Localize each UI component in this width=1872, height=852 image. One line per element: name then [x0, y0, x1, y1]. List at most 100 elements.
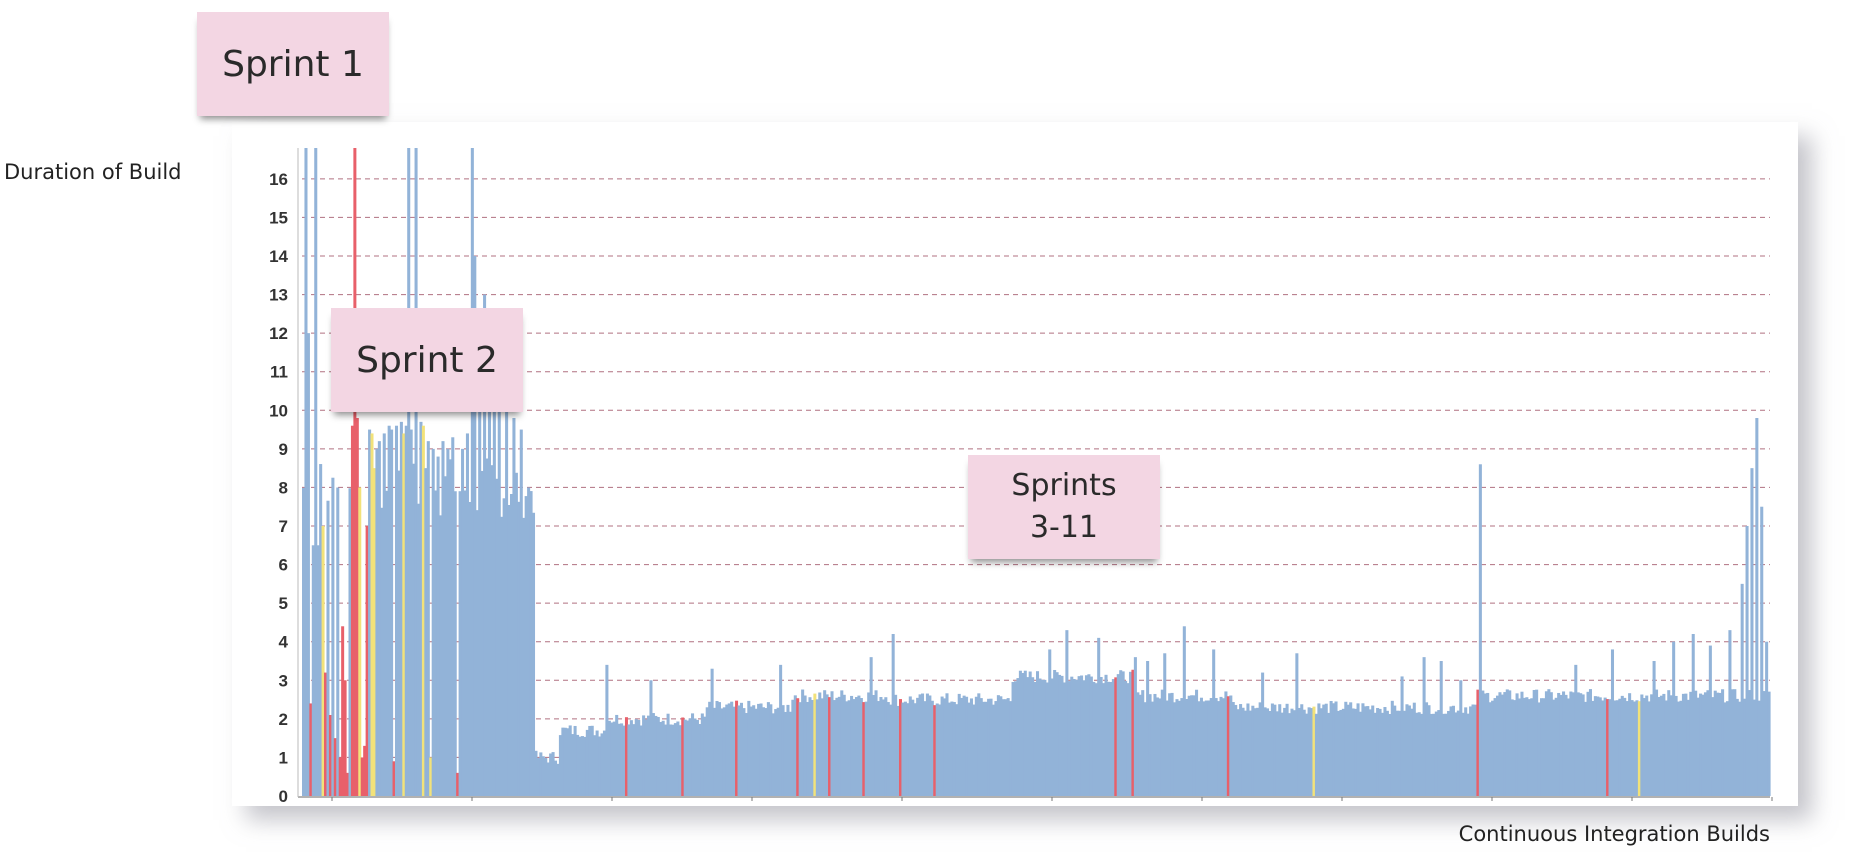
build-bar — [1040, 679, 1044, 796]
build-bar — [1581, 694, 1585, 796]
build-bar — [1417, 712, 1421, 796]
build-bar — [404, 425, 408, 796]
build-bar — [984, 701, 988, 796]
build-bar — [1630, 700, 1634, 796]
build-bar — [588, 725, 592, 796]
build-bar — [1175, 699, 1179, 796]
build-bar — [348, 488, 352, 796]
build-bar — [1427, 705, 1431, 796]
build-bar — [1207, 700, 1211, 796]
build-bar — [1677, 701, 1681, 796]
build-bar — [1388, 713, 1392, 796]
build-bar — [820, 698, 824, 796]
build-bar — [1241, 707, 1245, 796]
build-bar — [1415, 712, 1419, 796]
build-bar — [1735, 698, 1739, 796]
build-bar — [974, 696, 978, 796]
build-bar — [1451, 705, 1455, 796]
build-bar — [1508, 690, 1512, 796]
build-bar — [602, 730, 606, 796]
build-bar — [886, 702, 890, 796]
build-bar — [527, 487, 531, 796]
build-bar — [1606, 699, 1610, 796]
build-bar — [852, 699, 856, 796]
build-bar — [722, 707, 726, 796]
build-bar — [876, 701, 881, 796]
build-bar — [1429, 713, 1433, 796]
build-bar — [933, 705, 937, 796]
build-bar — [1038, 678, 1042, 796]
build-bar — [1226, 696, 1230, 796]
build-bar — [1640, 694, 1644, 796]
build-bar — [1703, 692, 1707, 796]
build-bar — [764, 708, 768, 796]
y-tick-label: 13 — [269, 286, 288, 305]
build-bar — [1209, 698, 1213, 796]
sprints-3-11-note: Sprints 3-11 — [968, 455, 1160, 559]
build-bar — [691, 713, 695, 796]
build-bar — [842, 694, 846, 796]
build-bar — [358, 487, 362, 796]
build-bar — [744, 713, 748, 796]
build-bar — [1412, 702, 1416, 796]
build-bar — [483, 294, 487, 796]
build-bar — [580, 736, 584, 796]
build-bar — [786, 704, 790, 796]
build-bar — [434, 490, 438, 796]
build-bar — [372, 468, 376, 796]
build-bar — [1655, 689, 1659, 796]
build-bar — [1635, 700, 1639, 796]
build-bar — [732, 706, 736, 796]
build-bar — [1596, 696, 1600, 796]
build-bar — [333, 738, 337, 796]
build-bar — [1500, 694, 1504, 796]
build-bar — [1072, 679, 1076, 796]
build-bar — [903, 701, 907, 796]
build-bar — [1297, 707, 1301, 796]
build-bar — [627, 724, 631, 796]
build-bar — [1373, 712, 1377, 796]
build-bar — [889, 704, 893, 796]
build-bar — [1236, 709, 1240, 796]
build-bar — [938, 704, 942, 796]
build-bar — [859, 698, 863, 796]
build-bar — [1689, 691, 1693, 796]
y-tick-label: 15 — [269, 208, 288, 227]
build-bar — [1197, 701, 1201, 796]
build-bar — [803, 695, 807, 796]
build-bar — [1684, 693, 1688, 796]
build-bar — [1728, 630, 1732, 796]
build-bar — [796, 698, 800, 796]
build-bar — [551, 752, 555, 796]
y-tick-label: 2 — [279, 710, 288, 729]
build-bar — [316, 545, 320, 796]
build-bar — [598, 736, 602, 796]
build-bar — [678, 725, 682, 796]
build-bar — [1380, 712, 1385, 796]
build-bar — [1525, 697, 1529, 796]
build-bar — [1439, 661, 1443, 796]
build-bar — [730, 701, 734, 796]
y-tick-label: 9 — [279, 440, 288, 459]
build-bar — [1128, 671, 1133, 796]
build-bar — [1173, 702, 1177, 796]
build-bar — [1554, 697, 1558, 796]
build-bar — [1694, 690, 1698, 796]
build-bar — [1498, 692, 1502, 796]
build-bar — [1473, 704, 1477, 796]
build-bar — [867, 692, 871, 796]
build-bar — [1713, 690, 1717, 796]
build-bar — [341, 626, 345, 796]
build-bar — [1121, 671, 1125, 796]
build-bar — [1740, 583, 1744, 796]
build-bar — [465, 433, 469, 796]
build-bar — [1302, 709, 1306, 796]
build-bar — [1170, 692, 1174, 796]
build-bar — [906, 703, 910, 796]
build-bar — [500, 516, 504, 796]
build-bar — [715, 700, 719, 796]
build-bar — [463, 490, 467, 796]
build-bar — [1270, 703, 1274, 796]
build-bar — [1456, 710, 1460, 796]
